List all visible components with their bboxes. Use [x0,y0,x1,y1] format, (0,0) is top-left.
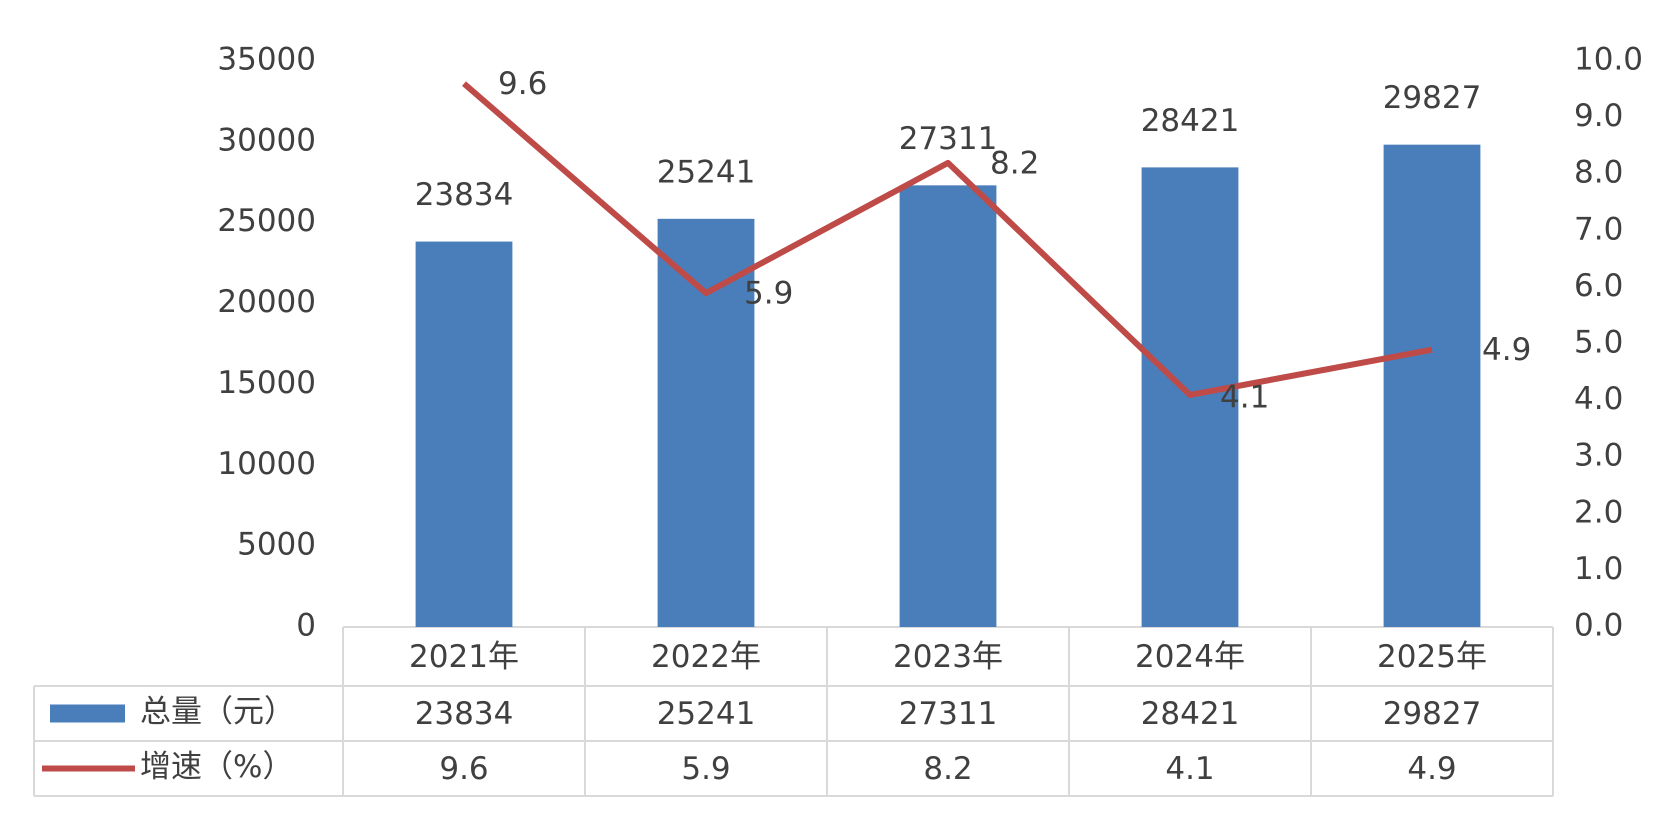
y2-tick-label: 7.0 [1574,211,1623,247]
table-value: 27311 [899,696,998,732]
table-value: 5.9 [681,751,730,787]
table-value: 8.2 [923,751,972,787]
y-tick-label: 20000 [217,284,316,320]
legend-key [50,704,125,723]
table-value: 4.9 [1407,751,1456,787]
line-value-label: 4.9 [1482,332,1531,368]
y2-tick-label: 2.0 [1574,494,1623,530]
y-tick-label: 25000 [217,203,316,239]
x-tick-label: 2025年 [1377,639,1487,675]
x-tick-label: 2021年 [409,639,519,675]
table-value: 29827 [1383,696,1482,732]
line [462,81,1433,398]
y-tick-label: 5000 [237,527,316,563]
x-tick-label: 2022年 [651,639,761,675]
y2-tick-label: 10.0 [1574,42,1643,78]
table-value: 23834 [415,696,514,732]
bar-value-label: 25241 [657,154,756,190]
bar-value-label: 29827 [1383,80,1482,116]
legend-label: 总量（元） [140,694,295,730]
bar-value-label: 28421 [1141,103,1240,139]
bar [899,185,997,628]
bar [415,241,513,627]
y2-tick-label: 3.0 [1574,438,1623,474]
y2-tick-label: 8.0 [1574,155,1623,191]
line-value-label: 8.2 [990,145,1039,181]
x-tick-label: 2024年 [1135,639,1245,675]
y2-tick-label: 5.0 [1574,325,1623,361]
y2-tick-label: 1.0 [1574,551,1623,587]
table-value: 9.6 [439,751,488,787]
table-value: 28421 [1141,696,1240,732]
x-tick-label: 2023年 [893,639,1003,675]
y-tick-label: 0 [296,608,316,644]
bar [1383,144,1481,628]
line-value-label: 9.6 [498,66,547,102]
line-value-label: 5.9 [744,276,793,312]
y-tick-label: 35000 [217,42,316,78]
y2-tick-label: 4.0 [1574,381,1623,417]
y2-tick-label: 9.0 [1574,98,1623,134]
line-value-label: 4.1 [1220,379,1269,415]
bar-value-label: 27311 [899,121,998,157]
y2-tick-label: 0.0 [1574,608,1623,644]
y2-tick-label: 6.0 [1574,268,1623,304]
y-tick-label: 10000 [217,446,316,482]
legend-label: 增速（%） [140,749,293,785]
y-tick-label: 15000 [217,365,316,401]
bar-value-label: 23834 [415,177,514,213]
bar [657,218,755,628]
table-value: 25241 [657,696,756,732]
y-tick-label: 30000 [217,122,316,158]
table-value: 4.1 [1165,751,1214,787]
